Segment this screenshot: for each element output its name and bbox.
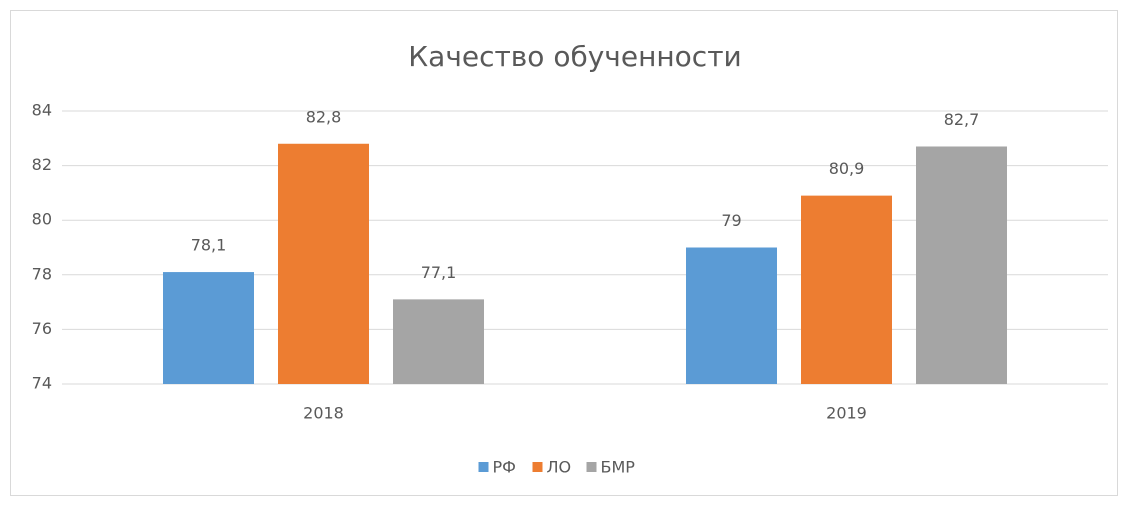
bar (163, 272, 254, 384)
value-label: 77,1 (421, 263, 457, 282)
bar (801, 195, 892, 384)
y-tick-label: 82 (32, 155, 52, 174)
legend-swatch (478, 462, 489, 472)
y-tick-label: 76 (32, 319, 52, 338)
bar (393, 299, 484, 384)
x-tick-label: 2018 (303, 404, 344, 423)
legend-swatch (586, 462, 597, 472)
bar (916, 146, 1007, 384)
value-label: 78,1 (191, 236, 227, 255)
legend-label: БМР (601, 458, 636, 477)
legend-label: ЛО (547, 458, 572, 477)
value-label: 79 (721, 211, 741, 230)
y-tick-label: 84 (32, 101, 52, 120)
chart-title: Качество обученности (408, 40, 741, 73)
x-tick-label: 2019 (826, 404, 867, 423)
y-tick-label: 74 (32, 374, 52, 393)
value-label: 82,8 (306, 107, 342, 126)
value-label: 82,7 (944, 110, 980, 129)
legend-swatch (532, 462, 543, 472)
bar (686, 247, 777, 384)
legend-label: РФ (493, 458, 516, 477)
y-tick-label: 78 (32, 264, 52, 283)
y-tick-label: 80 (32, 210, 52, 229)
value-label: 80,9 (829, 159, 865, 178)
bar (278, 143, 369, 384)
